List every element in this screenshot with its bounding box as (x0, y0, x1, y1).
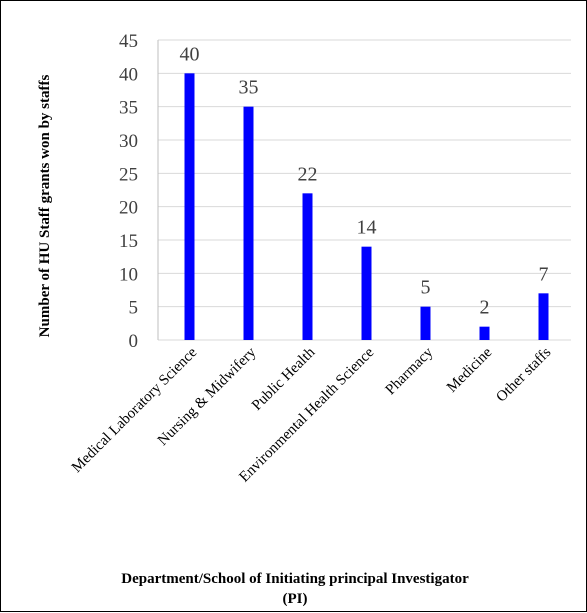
gridlines (158, 39, 571, 341)
y-tick-label: 25 (119, 164, 138, 185)
data-label: 22 (298, 163, 318, 185)
data-label: 5 (421, 277, 431, 299)
y-tick-label: 40 (119, 64, 138, 85)
bar (361, 246, 372, 340)
y-tick-label: 0 (129, 331, 139, 352)
y-tick-labels: 0 5 10 15 20 25 30 35 40 45 (119, 31, 138, 352)
y-tick-label: 35 (119, 98, 138, 119)
data-label: 7 (539, 263, 549, 285)
category-label: Other staffs (493, 344, 554, 405)
y-tick-label: 30 (119, 131, 138, 152)
x-axis-title-line-2: (PI) (283, 591, 308, 607)
data-label: 35 (239, 77, 259, 99)
bar (184, 73, 195, 340)
y-axis-title: Number of HU Staff grants won by staffs (37, 75, 53, 338)
y-tick-label: 10 (119, 264, 138, 285)
data-label: 40 (180, 43, 200, 65)
y-tick-label: 15 (119, 231, 138, 252)
data-label: 2 (480, 297, 490, 319)
data-label: 14 (357, 217, 377, 239)
data-labels: 40 35 22 14 5 2 7 (180, 43, 549, 318)
y-tick-label: 5 (129, 298, 139, 319)
category-label: Medicine (444, 344, 496, 396)
category-label: Nursing & Midwifery (155, 344, 260, 449)
bar (420, 306, 431, 340)
bar (302, 193, 313, 340)
bar (243, 106, 254, 341)
bars (184, 73, 549, 341)
y-tick-label: 20 (119, 198, 138, 219)
x-axis-title-line-1: Department/School of Initiating principa… (121, 571, 469, 587)
bar (538, 293, 549, 340)
y-tick-label: 45 (119, 31, 138, 52)
bar (479, 326, 490, 340)
category-label: Pharmacy (383, 344, 437, 398)
category-label: Medical Laboratory Science (69, 344, 201, 476)
